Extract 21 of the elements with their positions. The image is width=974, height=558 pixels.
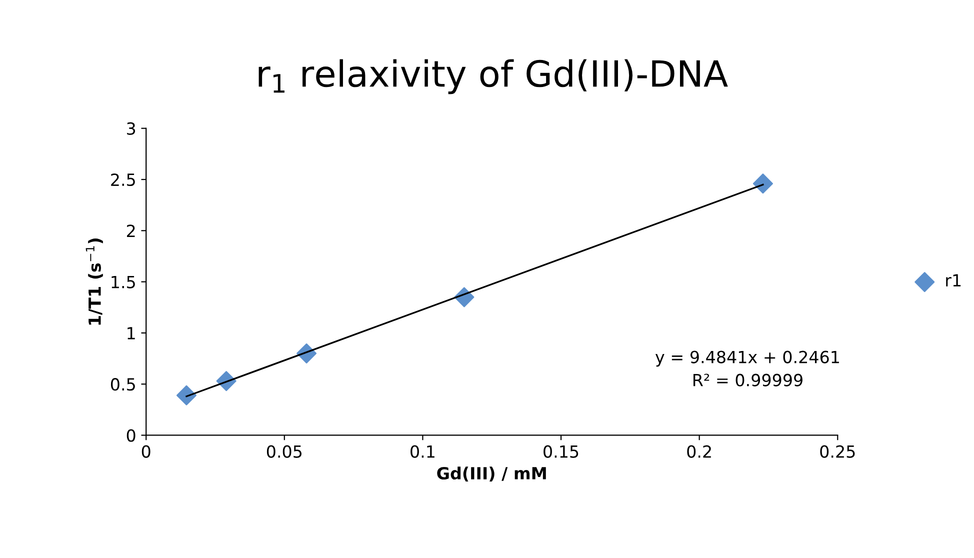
- x-tick-label: 0.2: [687, 445, 711, 458]
- y-axis-title: 1/T1 (s$^{−1}$): [86, 238, 103, 325]
- x-axis-title: Gd(III) / mM: [437, 466, 546, 482]
- y-tick-label: 0: [126, 429, 136, 442]
- x-tick-label: 0: [142, 445, 150, 458]
- y-tick-label: 2.5: [111, 173, 135, 186]
- point: [176, 385, 196, 406]
- annotation: R² = 0.99999: [694, 374, 802, 386]
- y-tick-label: 2: [126, 224, 135, 237]
- y-tick-label: 3: [127, 122, 136, 135]
- chart-title: r$_{1}$ relaxivity of Gd(III)-DNA: [258, 59, 728, 94]
- y-tick-label: 1: [128, 327, 135, 340]
- legend-label: r1: [946, 274, 961, 286]
- y-tick-label: 0.5: [110, 378, 135, 391]
- point: [752, 174, 773, 194]
- y-tick-label: 1.5: [112, 276, 135, 288]
- x-tick-label: 0.05: [266, 445, 302, 458]
- x-tick-label: 0.25: [820, 445, 855, 458]
- x-tick-label: 0.15: [544, 445, 578, 458]
- x-tick-label: 0.1: [410, 445, 434, 458]
- annotation: y = 9.4841x + 0.2461: [655, 350, 839, 367]
